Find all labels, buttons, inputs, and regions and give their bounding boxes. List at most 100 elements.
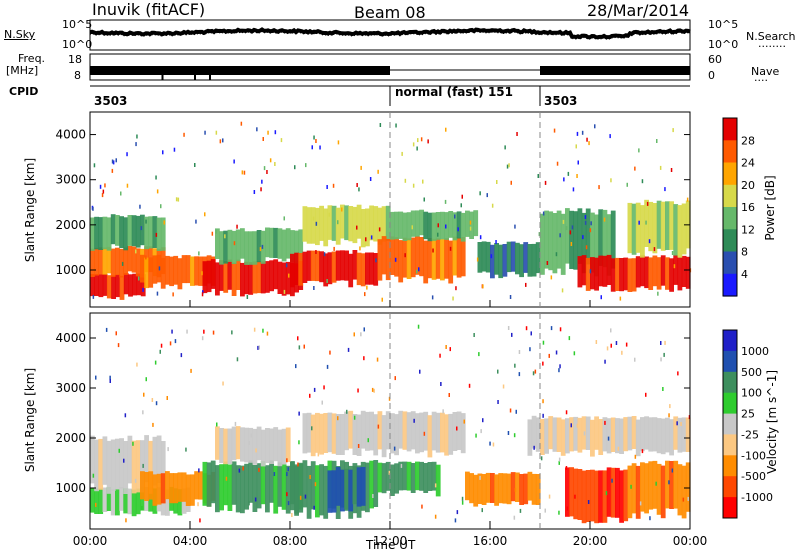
power-speckle bbox=[280, 138, 283, 143]
power-cell bbox=[90, 274, 95, 297]
velocity-speckle bbox=[502, 384, 505, 389]
power-cell bbox=[640, 255, 645, 287]
velocity-cell bbox=[585, 416, 591, 450]
x-tick-label: 12:00 bbox=[373, 534, 408, 548]
velocity-speckle bbox=[417, 324, 420, 329]
velocity-speckle bbox=[248, 441, 251, 446]
power-speckle bbox=[416, 146, 418, 151]
velocity-speckle bbox=[468, 383, 471, 388]
power-cell bbox=[635, 202, 641, 253]
velocity-cell bbox=[544, 418, 549, 454]
velocity-speckle bbox=[442, 409, 444, 414]
freq-label: Freq. bbox=[18, 52, 46, 65]
velocity-ytick-label: 1000 bbox=[55, 481, 86, 495]
velocity-cell bbox=[431, 461, 437, 491]
power-cell bbox=[223, 230, 229, 264]
velocity-speckle bbox=[171, 329, 173, 334]
power-speckle bbox=[412, 183, 415, 188]
power-cell bbox=[273, 227, 279, 258]
velocity-cell bbox=[423, 463, 429, 493]
velocity-cell bbox=[127, 488, 133, 515]
power-cell bbox=[131, 215, 137, 247]
velocity-speckle bbox=[222, 381, 224, 386]
power-cell bbox=[190, 256, 195, 286]
power-cell bbox=[111, 275, 116, 299]
velocity-cell bbox=[335, 414, 341, 455]
power-cell bbox=[540, 213, 545, 275]
power-speckle bbox=[323, 252, 326, 257]
power-speckle bbox=[233, 159, 235, 164]
velocity-cell bbox=[648, 461, 654, 510]
power-speckle bbox=[417, 138, 419, 143]
velocity-cell bbox=[673, 416, 679, 450]
power-cell bbox=[394, 211, 399, 240]
velocity-cell bbox=[381, 415, 387, 458]
power-speckle bbox=[565, 226, 568, 231]
power-cell bbox=[660, 255, 666, 286]
power-cell bbox=[136, 273, 142, 296]
power-cell bbox=[323, 253, 329, 287]
power-cell bbox=[606, 214, 612, 276]
velocity-speckle bbox=[680, 422, 682, 426]
power-speckle bbox=[241, 170, 244, 175]
power-cell bbox=[344, 250, 349, 281]
velocity-cell bbox=[98, 488, 104, 514]
power-cell bbox=[460, 237, 466, 277]
velocity-speckle bbox=[266, 331, 269, 336]
power-cell bbox=[294, 252, 299, 285]
power-speckle bbox=[482, 284, 484, 289]
velocity-cell bbox=[198, 471, 204, 500]
power-cell bbox=[456, 211, 462, 239]
velocity-speckle bbox=[298, 411, 300, 416]
velocity-speckle bbox=[607, 436, 610, 441]
velocity-ytick-label: 4000 bbox=[55, 331, 86, 345]
power-colorbar-swatch bbox=[723, 140, 737, 164]
power-speckle bbox=[423, 197, 425, 202]
power-speckle bbox=[155, 175, 157, 180]
power-cell bbox=[452, 212, 458, 241]
power-cell bbox=[594, 257, 599, 291]
power-cell bbox=[123, 273, 129, 295]
power-speckle bbox=[404, 253, 406, 258]
power-cell bbox=[402, 212, 408, 241]
velocity-speckle bbox=[445, 345, 447, 349]
freq-bar-segment bbox=[90, 66, 390, 75]
velocity-speckle bbox=[559, 327, 562, 332]
power-speckle bbox=[379, 123, 382, 127]
velocity-cell bbox=[560, 419, 566, 456]
velocity-cell bbox=[681, 417, 687, 452]
power-speckle bbox=[586, 137, 588, 142]
velocity-cell bbox=[177, 489, 183, 516]
power-speckle bbox=[135, 249, 137, 254]
power-cell bbox=[235, 229, 241, 262]
power-speckle bbox=[588, 141, 590, 146]
power-speckle bbox=[671, 251, 674, 255]
power-speckle bbox=[445, 224, 447, 229]
velocity-speckle bbox=[463, 419, 465, 424]
power-colorbar-tick: 8 bbox=[741, 246, 748, 259]
power-speckle bbox=[664, 187, 666, 192]
velocity-cell bbox=[260, 461, 266, 505]
power-cell bbox=[98, 247, 104, 275]
velocity-cell bbox=[431, 411, 437, 451]
power-cell bbox=[619, 258, 624, 292]
velocity-cell bbox=[485, 472, 491, 503]
velocity-cell bbox=[369, 460, 374, 509]
power-cell bbox=[356, 204, 362, 239]
velocity-speckle bbox=[154, 360, 157, 365]
velocity-speckle bbox=[558, 368, 560, 373]
power-colorbar-swatch bbox=[723, 118, 737, 141]
power-cell bbox=[269, 227, 274, 258]
velocity-cell bbox=[398, 410, 404, 449]
velocity-cell bbox=[215, 426, 220, 460]
velocity-cell bbox=[344, 411, 349, 451]
velocity-speckle bbox=[109, 379, 111, 383]
velocity-cell bbox=[310, 414, 316, 457]
velocity-speckle bbox=[145, 377, 147, 382]
velocity-speckle bbox=[513, 433, 516, 438]
power-colorbar-tick: 20 bbox=[741, 179, 755, 192]
velocity-speckle bbox=[159, 349, 161, 354]
power-cell bbox=[615, 257, 620, 291]
power-speckle bbox=[326, 185, 328, 189]
power-speckle bbox=[115, 158, 117, 163]
